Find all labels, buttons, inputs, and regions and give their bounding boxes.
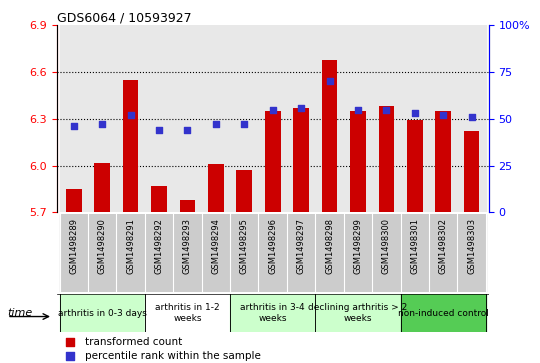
Bar: [259, 25, 287, 212]
Text: arthritis in 1-2
weeks: arthritis in 1-2 weeks: [155, 303, 220, 323]
Point: [98, 122, 106, 127]
Bar: [265, 111, 280, 212]
Text: GSM1498294: GSM1498294: [211, 218, 220, 274]
Bar: [88, 25, 117, 212]
Bar: [88, 214, 117, 292]
Bar: [344, 214, 372, 292]
Bar: [464, 131, 480, 212]
Bar: [173, 214, 201, 292]
Bar: [429, 214, 457, 292]
Point: [382, 107, 391, 113]
Bar: [201, 214, 230, 292]
Bar: [59, 25, 88, 212]
Text: GSM1498293: GSM1498293: [183, 218, 192, 274]
Bar: [322, 60, 338, 212]
Text: transformed count: transformed count: [85, 337, 182, 347]
Bar: [457, 25, 486, 212]
Bar: [230, 25, 259, 212]
Bar: [66, 189, 82, 212]
Text: GSM1498292: GSM1498292: [154, 218, 164, 274]
Bar: [237, 170, 252, 212]
Bar: [315, 214, 344, 292]
Bar: [145, 294, 230, 332]
Bar: [379, 106, 394, 212]
Bar: [117, 214, 145, 292]
Bar: [372, 25, 401, 212]
Bar: [259, 214, 287, 292]
Text: GSM1498299: GSM1498299: [354, 218, 362, 274]
Text: GSM1498296: GSM1498296: [268, 218, 277, 274]
Text: arthritis in 0-3 days: arthritis in 0-3 days: [58, 309, 147, 318]
Point: [212, 122, 220, 127]
Point: [126, 112, 135, 118]
Bar: [59, 294, 145, 332]
Text: time: time: [7, 308, 32, 318]
Bar: [151, 186, 167, 212]
Bar: [117, 25, 145, 212]
Bar: [287, 214, 315, 292]
Bar: [230, 294, 315, 332]
Bar: [180, 200, 195, 212]
Text: GDS6064 / 10593927: GDS6064 / 10593927: [57, 11, 191, 24]
Bar: [344, 25, 372, 212]
Bar: [287, 25, 315, 212]
Point: [297, 105, 306, 111]
Text: GSM1498303: GSM1498303: [467, 218, 476, 274]
Bar: [201, 25, 230, 212]
Bar: [407, 121, 423, 212]
Bar: [401, 25, 429, 212]
Point: [325, 79, 334, 85]
Text: GSM1498295: GSM1498295: [240, 218, 249, 274]
Bar: [315, 294, 401, 332]
Point: [467, 114, 476, 120]
Bar: [123, 80, 138, 212]
Bar: [401, 214, 429, 292]
Text: declining arthritis > 2
weeks: declining arthritis > 2 weeks: [308, 303, 408, 323]
Point: [65, 354, 74, 359]
Bar: [457, 214, 486, 292]
Text: GSM1498291: GSM1498291: [126, 218, 135, 274]
Text: non-induced control: non-induced control: [398, 309, 489, 318]
Bar: [315, 25, 344, 212]
Text: GSM1498297: GSM1498297: [296, 218, 306, 274]
Point: [70, 123, 78, 129]
Text: percentile rank within the sample: percentile rank within the sample: [85, 351, 261, 362]
Text: GSM1498301: GSM1498301: [410, 218, 419, 274]
Bar: [173, 25, 201, 212]
Bar: [145, 214, 173, 292]
Text: GSM1498289: GSM1498289: [69, 218, 78, 274]
Bar: [230, 214, 259, 292]
Point: [240, 122, 248, 127]
Point: [65, 339, 74, 344]
Bar: [293, 108, 309, 212]
Bar: [435, 111, 451, 212]
Bar: [145, 25, 173, 212]
Point: [154, 127, 163, 133]
Text: GSM1498300: GSM1498300: [382, 218, 391, 274]
Text: arthritis in 3-4
weeks: arthritis in 3-4 weeks: [240, 303, 305, 323]
Point: [354, 107, 362, 113]
Point: [268, 107, 277, 113]
Text: GSM1498290: GSM1498290: [98, 218, 107, 274]
Bar: [94, 163, 110, 212]
Point: [410, 110, 419, 116]
Point: [183, 127, 192, 133]
Bar: [208, 164, 224, 212]
Bar: [372, 214, 401, 292]
Bar: [429, 25, 457, 212]
Text: GSM1498298: GSM1498298: [325, 218, 334, 274]
Point: [439, 112, 448, 118]
Bar: [350, 111, 366, 212]
Text: GSM1498302: GSM1498302: [438, 218, 448, 274]
Bar: [401, 294, 486, 332]
Bar: [59, 214, 88, 292]
